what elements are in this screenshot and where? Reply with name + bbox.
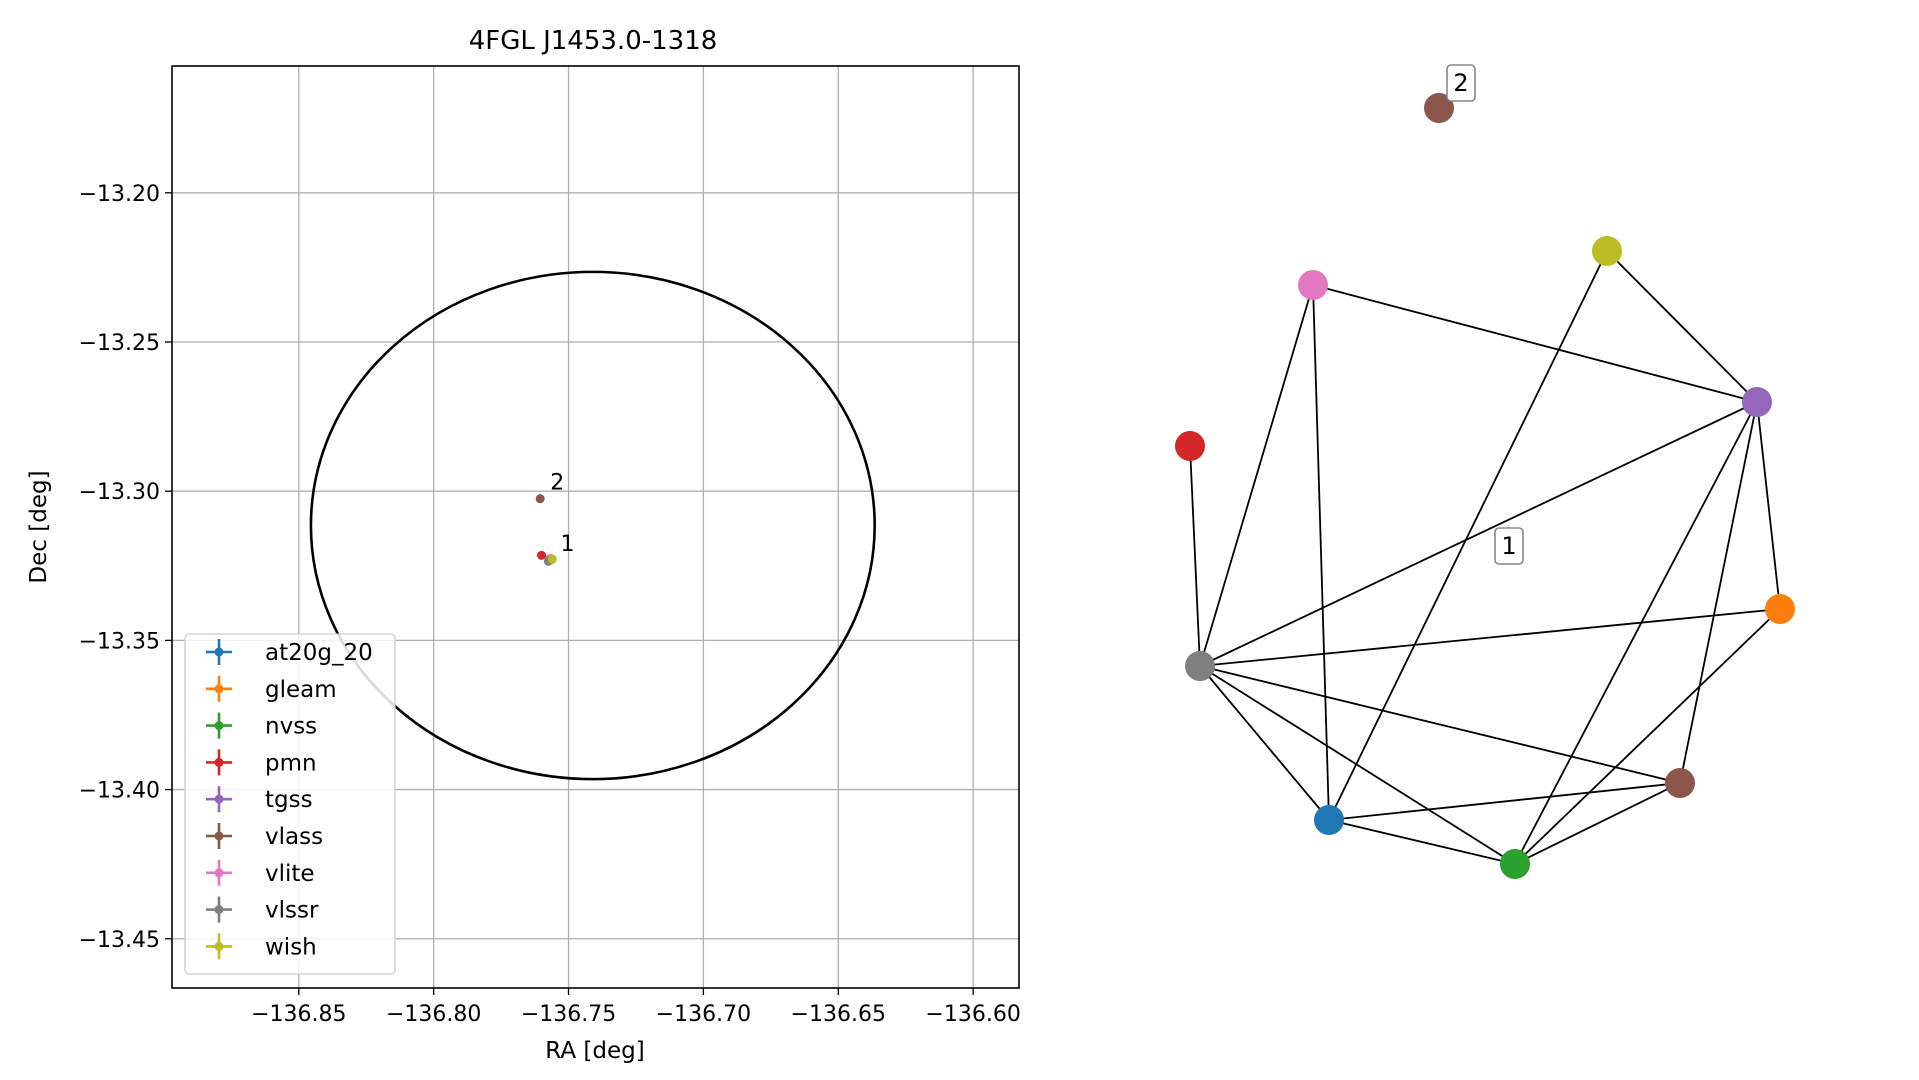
- x-tick-label: −136.70: [656, 1002, 751, 1027]
- x-axis-ticks: −136.85 −136.80 −136.75 −136.70 −136.65 −136.…: [251, 988, 1021, 1027]
- point-annotations: 21: [550, 471, 574, 557]
- node-gleam: [1765, 594, 1795, 624]
- point-pmn: [537, 550, 547, 560]
- edge-vlssr-vlass_1: [1199, 665, 1681, 784]
- edge-pmn-vlssr: [1189, 445, 1201, 667]
- label-box: [1446, 64, 1476, 102]
- legend-entry-vlite: vlite: [206, 859, 315, 887]
- localization-ellipse: [309, 270, 876, 781]
- legend-label: wish: [265, 934, 317, 960]
- legend-label: vlass: [265, 824, 323, 850]
- y-tick-label: −13.20: [79, 182, 160, 207]
- data-points: [535, 494, 557, 566]
- point-annotation: 2: [550, 471, 564, 496]
- legend-marker-dot: [214, 941, 224, 951]
- cluster-label-1: 1: [1494, 527, 1524, 565]
- x-tick-label: −136.85: [251, 1002, 346, 1027]
- edge-vlite-vlssr: [1199, 284, 1314, 667]
- label-text: 2: [1453, 69, 1468, 97]
- legend-label: tgss: [265, 787, 313, 813]
- edge-vlssr-nvss: [1199, 665, 1516, 865]
- node-vlass_2: [1424, 93, 1454, 123]
- y-tick-label: −13.35: [79, 629, 160, 654]
- edge-vlite-at20g_20: [1312, 284, 1330, 821]
- edge-vlite-tgss: [1312, 284, 1758, 403]
- edge-nvss-vlass_1: [1514, 782, 1681, 865]
- edge-tgss-vlass_1: [1679, 401, 1758, 784]
- network-labels: 21: [1446, 64, 1524, 565]
- edge-gleam-vlssr: [1199, 608, 1781, 667]
- legend-marker-dot: [214, 647, 224, 657]
- legend-marker-dot: [214, 684, 224, 694]
- legend-marker-dot: [214, 868, 224, 878]
- x-tick-label: −136.60: [925, 1002, 1020, 1027]
- legend-label: pmn: [265, 750, 317, 776]
- network-nodes: [1175, 93, 1795, 879]
- node-nvss: [1500, 849, 1530, 879]
- x-tick-label: −136.65: [791, 1002, 886, 1027]
- legend-entry-vlass: vlass: [206, 823, 323, 850]
- legend-marker-dot: [214, 721, 224, 731]
- legend-entry-pmn: pmn: [206, 749, 317, 776]
- y-tick-label: −13.45: [79, 928, 160, 953]
- legend-label: vlite: [265, 861, 315, 887]
- node-vlssr: [1185, 651, 1215, 681]
- legend-entry-at20g_20: at20g_20: [206, 639, 373, 666]
- edge-tgss-gleam: [1756, 401, 1781, 610]
- y-tick-label: −13.25: [79, 331, 160, 356]
- x-tick-label: −136.80: [386, 1002, 481, 1027]
- legend-marker-dot: [214, 831, 224, 841]
- x-tick-label: −136.75: [521, 1002, 616, 1027]
- point-vlass: [535, 494, 545, 504]
- node-at20g_20: [1314, 805, 1344, 835]
- legend-entry-wish: wish: [206, 933, 317, 960]
- edge-vlssr-at20g_20: [1199, 665, 1330, 821]
- label-text: 1: [1501, 532, 1516, 560]
- legend-entry-nvss: nvss: [206, 712, 317, 740]
- legend-label: vlssr: [265, 898, 319, 924]
- legend-label: gleam: [265, 677, 337, 703]
- node-wish: [1592, 236, 1622, 266]
- node-vlass_1: [1665, 768, 1695, 798]
- legend-entry-tgss: tgss: [206, 786, 313, 813]
- node-tgss: [1742, 387, 1772, 417]
- point-wish: [547, 554, 557, 564]
- y-tick-label: −13.30: [79, 480, 160, 505]
- legend-marker-dot: [214, 757, 224, 767]
- association-network: 21: [1175, 64, 1795, 879]
- y-axis-ticks: −13.20 −13.25 −13.30 −13.35 −13.40 −13.45: [79, 182, 172, 953]
- edge-wish-at20g_20: [1328, 250, 1608, 821]
- chart-title: 4FGL J1453.0-1318: [469, 26, 718, 56]
- label-box: [1494, 527, 1524, 565]
- y-axis-label: Dec [deg]: [26, 470, 52, 583]
- legend-label: nvss: [265, 714, 317, 740]
- legend-entry-gleam: gleam: [206, 675, 337, 703]
- x-axis-label: RA [deg]: [545, 1038, 644, 1064]
- legend-entry-vlssr: vlssr: [206, 896, 319, 924]
- edge-tgss-nvss: [1514, 401, 1758, 865]
- edge-tgss-vlssr: [1199, 401, 1758, 667]
- point-annotation: 1: [560, 532, 574, 557]
- node-vlite: [1298, 270, 1328, 300]
- edge-at20g_20-vlass_1: [1328, 782, 1681, 821]
- legend-marker-dot: [214, 794, 224, 804]
- plot-frame: [171, 65, 1020, 989]
- edge-gleam-nvss: [1514, 608, 1781, 865]
- y-tick-label: −13.40: [79, 779, 160, 804]
- legend-marker-dot: [214, 905, 224, 915]
- error-ellipse: [309, 270, 876, 781]
- edge-at20g_20-nvss: [1328, 819, 1516, 865]
- network-edges: [1189, 250, 1781, 865]
- legend-label: at20g_20: [265, 640, 373, 666]
- sky-scatter-plot: 4FGL J1453.0-1318 21 −136.85 −136.80 −136.…: [26, 26, 1021, 1064]
- legend-box: [184, 633, 396, 975]
- cluster-label-2: 2: [1446, 64, 1476, 102]
- node-pmn: [1175, 431, 1205, 461]
- edge-wish-tgss: [1606, 250, 1758, 403]
